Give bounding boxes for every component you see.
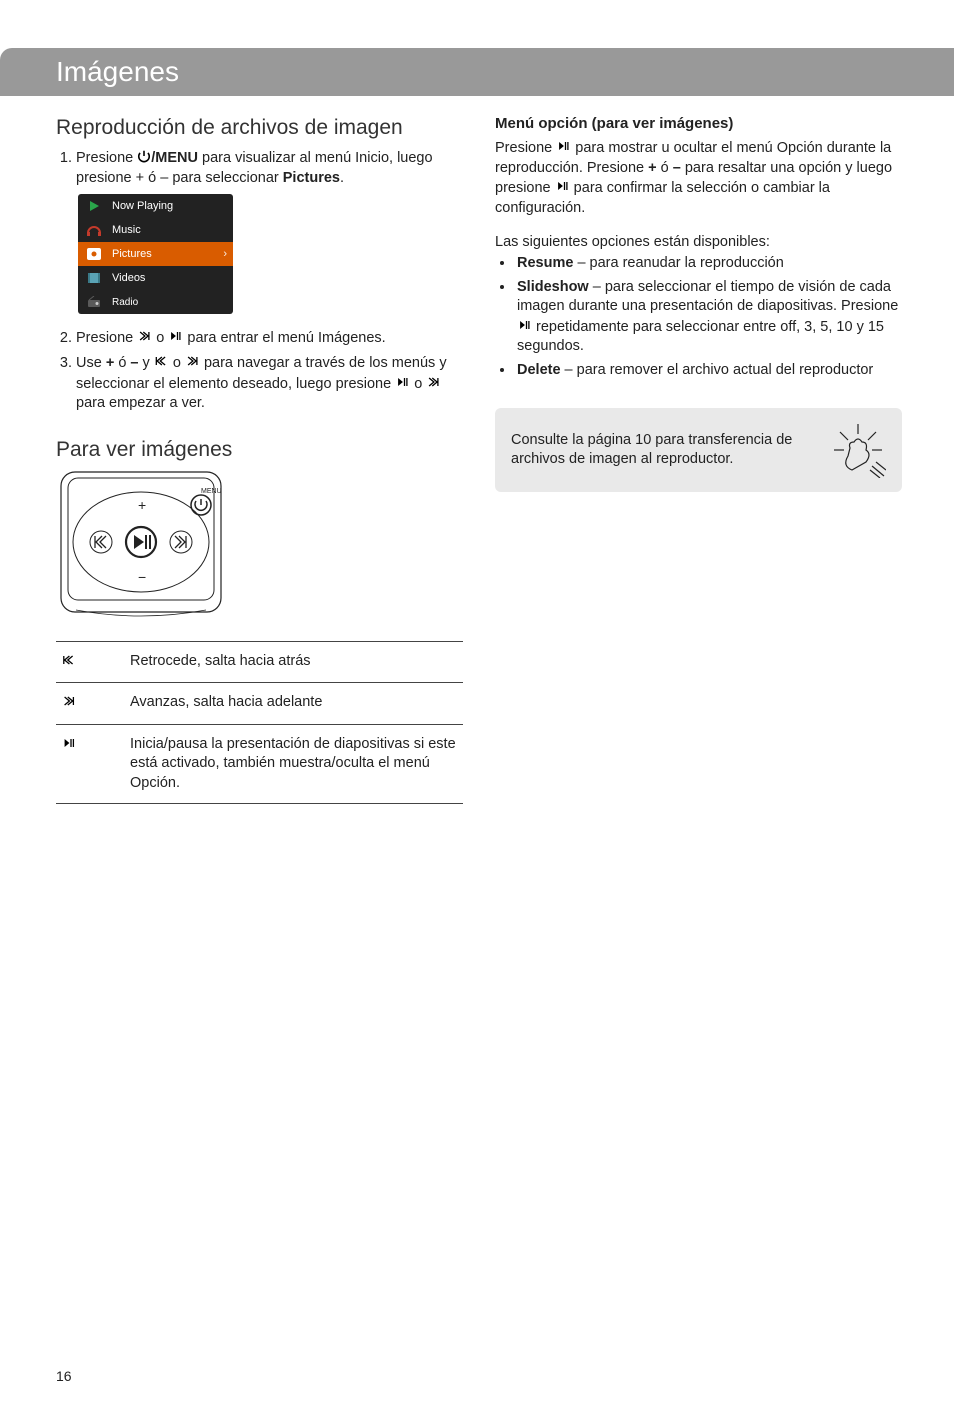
page-title: Imágenes (56, 53, 179, 91)
slideshow-key: Slideshow (517, 279, 589, 295)
svg-text:MENU: MENU (201, 488, 222, 495)
table-row: Inicia/pausa la presentación de diaposit… (56, 724, 463, 804)
menu-item-videos: Videos (78, 266, 233, 290)
control-prev-icon-cell (56, 641, 126, 683)
play-triangle-icon (84, 199, 104, 213)
chevron-right-icon: › (223, 247, 227, 262)
step3-minus: – (130, 355, 138, 371)
menu-item-pictures: Pictures › (78, 242, 233, 266)
step2-a: Presione (76, 330, 137, 346)
prev-icon (60, 652, 78, 668)
step2-c: para entrar el menú Imágenes. (183, 330, 385, 346)
step-3: Use + ó – y o para navegar a través de l… (76, 353, 463, 414)
step-1: Presione /MENU para visualizar al menú I… (76, 148, 463, 188)
prev-icon (154, 353, 169, 369)
step3-c: para empezar a ver. (76, 395, 205, 411)
table-row: Avanzas, salta hacia adelante (56, 683, 463, 725)
steps-list-cont: Presione o para entrar el menú Imágenes.… (56, 328, 463, 413)
left-column: Reproducción de archivos de imagen Presi… (56, 114, 463, 804)
page-header: Imágenes (0, 48, 954, 96)
p1-a: Presione (495, 140, 556, 156)
headphones-icon (84, 223, 104, 237)
step3-o1: ó (114, 355, 130, 371)
menu-label-radio: Radio (112, 296, 138, 310)
step1-bold-pictures: Pictures (283, 170, 340, 186)
control-playpause-desc: Inicia/pausa la presentación de diaposit… (126, 724, 463, 804)
playpause-icon (168, 328, 183, 344)
resume-key: Resume (517, 255, 573, 271)
device-diagram: MENU + − (56, 470, 463, 627)
film-icon (84, 271, 104, 285)
option-menu-title: Menú opción (para ver imágenes) (495, 114, 902, 134)
svg-text:+: + (138, 497, 146, 513)
step3-a: Use (76, 355, 106, 371)
menu-label-now-playing: Now Playing (112, 199, 173, 214)
menu-screenshot: Now Playing Music Pictures › Videos Radi… (78, 194, 233, 314)
section-title-playback: Reproducción de archivos de imagen (56, 114, 463, 142)
step3-y: y (139, 355, 154, 371)
option-menu-paragraph: Presione para mostrar u ocultar el menú … (495, 138, 902, 218)
note-box: Consulte la página 10 para transferencia… (495, 408, 902, 492)
controls-table: Retrocede, salta hacia atrás Avanzas, sa… (56, 641, 463, 805)
p1-minus: – (673, 160, 681, 176)
options-list: Resume – para reanudar la reproducción S… (495, 254, 902, 380)
playpause-icon (60, 735, 78, 751)
playpause-icon (556, 138, 571, 154)
right-column: Menú opción (para ver imágenes) Presione… (495, 114, 902, 804)
note-text: Consulte la página 10 para transferencia… (511, 431, 816, 470)
picture-icon (84, 247, 104, 261)
step3-o3: o (410, 376, 426, 392)
steps-list: Presione /MENU para visualizar al menú I… (56, 148, 463, 188)
control-next-icon-cell (56, 683, 126, 725)
delete-val: – para remover el archivo actual del rep… (561, 362, 874, 378)
next-icon (426, 374, 441, 390)
power-icon (137, 148, 151, 164)
step1-text-a: Presione (76, 150, 137, 166)
p1-o: ó (657, 160, 673, 176)
step1-text-d: . (340, 170, 344, 186)
radio-icon (84, 296, 104, 308)
table-row: Retrocede, salta hacia atrás (56, 641, 463, 683)
control-prev-desc: Retrocede, salta hacia atrás (126, 641, 463, 683)
p1-plus: + (648, 160, 656, 176)
next-icon (185, 353, 200, 369)
playpause-icon (395, 374, 410, 390)
next-icon (60, 693, 78, 709)
options-intro: Las siguientes opciones están disponible… (495, 233, 902, 253)
next-icon (137, 328, 152, 344)
playpause-icon (517, 317, 532, 333)
section-title-view: Para ver imágenes (56, 436, 463, 464)
svg-text:−: − (138, 569, 146, 585)
delete-key: Delete (517, 362, 561, 378)
menu-label-pictures: Pictures (112, 247, 152, 262)
menu-label-videos: Videos (112, 271, 145, 286)
control-playpause-icon-cell (56, 724, 126, 804)
menu-label-music: Music (112, 223, 141, 238)
option-delete: Delete – para remover el archivo actual … (515, 361, 902, 381)
step2-b: o (152, 330, 168, 346)
content-columns: Reproducción de archivos de imagen Presi… (0, 96, 954, 804)
menu-item-now-playing: Now Playing (78, 194, 233, 218)
resume-val: – para reanudar la reproducción (573, 255, 783, 271)
menu-item-radio: Radio (78, 290, 233, 314)
step3-o2: o (169, 355, 185, 371)
page-number: 16 (56, 1367, 72, 1386)
step1-bold-menu: /MENU (151, 150, 198, 166)
hand-pointing-icon (830, 422, 886, 478)
slideshow-val-b: repetidamente para seleccionar entre off… (517, 319, 884, 355)
option-resume: Resume – para reanudar la reproducción (515, 254, 902, 274)
step-2: Presione o para entrar el menú Imágenes. (76, 328, 463, 349)
menu-item-music: Music (78, 218, 233, 242)
option-slideshow: Slideshow – para seleccionar el tiempo d… (515, 278, 902, 357)
control-next-desc: Avanzas, salta hacia adelante (126, 683, 463, 725)
playpause-icon (555, 178, 570, 194)
